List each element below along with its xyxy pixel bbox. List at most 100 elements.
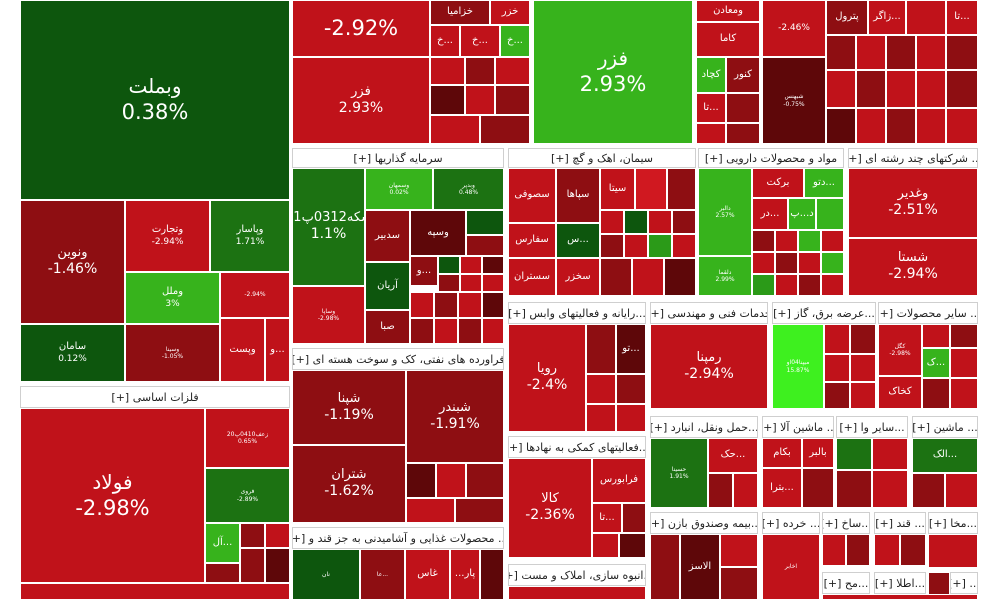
tile-kala[interactable]: کالا -2.36%	[508, 458, 592, 558]
tile-hm2[interactable]	[733, 473, 758, 508]
tile-khasapa[interactable]: فزر 2.93%	[292, 57, 430, 144]
tile-shasta[interactable]: شستا -2.94%	[848, 238, 978, 296]
tile-b6[interactable]	[850, 382, 876, 409]
tile-si7[interactable]	[600, 234, 624, 258]
sector-header-barq[interactable]: ...عرضه برق، گاز [+]	[772, 302, 876, 324]
tile-ra3[interactable]	[616, 374, 646, 404]
tile-sa10[interactable]	[434, 292, 458, 318]
tile-d5[interactable]	[821, 230, 844, 252]
tile-kama[interactable]: کاما	[696, 22, 760, 57]
tile-s2[interactable]	[465, 57, 495, 85]
tile-d6[interactable]	[752, 252, 775, 274]
sector-header-mashin2[interactable]: ... ماشین [+]	[912, 416, 978, 438]
tile-foolad-bottom[interactable]	[20, 583, 290, 600]
tile-bi3[interactable]	[720, 567, 758, 600]
tile-royaa[interactable]: رویا -2.4%	[508, 324, 586, 432]
tile-d11[interactable]	[775, 274, 798, 296]
tile-shpna[interactable]: شپنا -1.19%	[292, 370, 406, 445]
tile-ghas[interactable]: عا...	[360, 549, 405, 600]
tile-s8[interactable]	[480, 115, 530, 144]
tile-sa3[interactable]	[438, 256, 460, 274]
sector-header-faravarde[interactable]: فراورده های نفتی، کک و سوخت هسته ای [+]	[292, 348, 504, 370]
tile-shtran[interactable]: شتران -1.62%	[292, 445, 406, 523]
sector-header-anbooh[interactable]: ...انبوه سازی، املاک و مست [+]	[508, 564, 646, 586]
tile-s3[interactable]	[495, 57, 530, 85]
tile-d9[interactable]	[821, 252, 844, 274]
tile-sa13[interactable]	[410, 318, 434, 344]
tile-sv4[interactable]	[872, 470, 908, 508]
sector-header-etela[interactable]: ...اطلا [+]	[874, 572, 926, 594]
tile-ra2[interactable]	[586, 374, 616, 404]
sector-header-sarmaye[interactable]: سرمایه گذاریها [+]	[292, 148, 504, 168]
tile-vamal[interactable]: وملل 3%	[125, 272, 220, 324]
tile-gn1[interactable]	[874, 534, 900, 566]
sector-header-last[interactable]: ... [+]	[950, 572, 978, 594]
tile-zagros[interactable]: زاگر...	[868, 0, 906, 35]
tile-akhaber[interactable]	[928, 534, 978, 568]
tile-pt9[interactable]	[886, 70, 916, 108]
sector-header-ghazaei[interactable]: ... محصولات غذایی و آشامیدنی به جز قند و…	[292, 527, 504, 549]
tile-vo2[interactable]: و...	[410, 256, 438, 286]
tile-ta2[interactable]: تا...	[946, 0, 978, 35]
tile-sa2[interactable]	[466, 235, 504, 256]
tile-aryan[interactable]: آریان	[365, 262, 410, 310]
tile-pt13[interactable]	[856, 108, 886, 144]
tile-nan[interactable]: غاس	[405, 549, 450, 600]
sector-header-sayer[interactable]: ... سایر محصولات [+]	[878, 302, 978, 324]
tile-vzmin[interactable]: -2.94%	[220, 272, 290, 318]
tile-sy3[interactable]	[950, 348, 978, 378]
tile-bkam[interactable]: بکام	[762, 438, 802, 468]
sector-header-siman[interactable]: سیمان، اهک و گچ [+]	[508, 148, 696, 168]
tile-zeghaz[interactable]: نان	[292, 549, 360, 600]
tile-vanovin[interactable]: ونوین -1.46%	[20, 200, 125, 324]
tile-si5[interactable]	[648, 210, 672, 234]
tile-mapna[interactable]: میپنا04او 15.87%	[772, 324, 824, 409]
sector-header-felezat[interactable]: فلزات اساسی [+]	[20, 386, 290, 408]
tile-kh2[interactable]: خ...	[460, 25, 500, 57]
tile-sipaha[interactable]: سپاها	[556, 168, 600, 223]
tile-b2[interactable]	[850, 324, 876, 354]
tile-pt7[interactable]	[826, 70, 856, 108]
tile-s7[interactable]	[430, 115, 480, 144]
tile-d13[interactable]	[821, 274, 844, 296]
tile-rampana[interactable]: رمپنا -2.94%	[650, 324, 768, 409]
tile-hk[interactable]: حک...	[708, 438, 758, 473]
tile-ta3[interactable]: تا...	[592, 503, 622, 533]
tile-al[interactable]: آل...	[205, 523, 240, 563]
tile-ktoo[interactable]: ک...	[922, 348, 950, 378]
tile-sa9[interactable]	[410, 292, 434, 318]
tile-d7[interactable]	[775, 252, 798, 274]
tile-skhzr[interactable]: سخزر	[556, 258, 600, 296]
sector-header-sakh[interactable]: ...ساخ [+]	[822, 512, 870, 534]
tile-vpasar[interactable]: وپاسار 1.71%	[210, 200, 290, 272]
tile-alaz[interactable]: اخابر	[762, 534, 820, 600]
tile-vo[interactable]: و...	[265, 318, 290, 382]
sector-header-mashin[interactable]: ... ماشین آلا [+]	[762, 416, 834, 438]
tile-pt3[interactable]	[856, 35, 886, 70]
tile-bi2[interactable]	[720, 534, 758, 567]
tile-s4[interactable]	[430, 85, 465, 115]
tile-d1[interactable]	[816, 198, 844, 230]
tile-b1[interactable]	[824, 324, 850, 354]
sector-header-khadamat[interactable]: خدمات فنی و مهندسی [+]	[650, 302, 768, 324]
tile-foron[interactable]: زعف0410پ20 0.65%	[205, 408, 290, 468]
sector-header-daroo[interactable]: مواد و محصولات دارویی [+]	[698, 148, 844, 168]
tile-ra5[interactable]	[616, 404, 646, 432]
tile-pt10[interactable]	[916, 70, 946, 108]
tile-sita[interactable]: سیتا	[600, 168, 635, 210]
tile-pt6[interactable]	[946, 35, 978, 70]
tile-b4[interactable]	[850, 354, 876, 382]
tile-sa7[interactable]	[460, 274, 482, 292]
tile-s5[interactable]	[465, 85, 495, 115]
tile-sfars[interactable]: سفارس	[508, 223, 556, 258]
tile-si12[interactable]	[632, 258, 664, 296]
tile-dalbor[interactable]: دالبر 2.57%	[698, 168, 752, 256]
tile-d12[interactable]	[798, 274, 821, 296]
tile-pt14[interactable]	[886, 108, 916, 144]
tile-d4[interactable]	[798, 230, 821, 252]
tile-sv1[interactable]	[836, 438, 872, 470]
tile-vetjarat[interactable]: وتجارت -2.94%	[125, 200, 210, 272]
tile-si8[interactable]	[624, 234, 648, 258]
tile-m1[interactable]	[726, 93, 760, 123]
tile-sy4[interactable]	[922, 378, 950, 409]
